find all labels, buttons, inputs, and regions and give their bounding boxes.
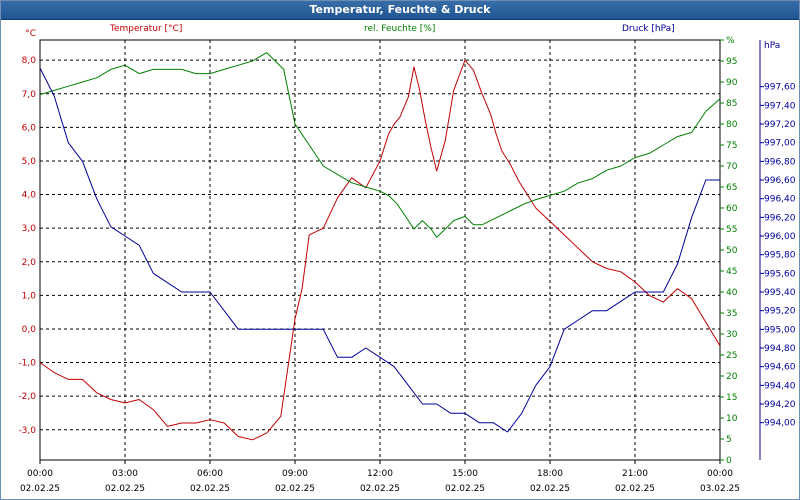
humidity-tick-label: 95 — [726, 57, 737, 67]
temperature-tick-label: -2,0 — [18, 392, 36, 402]
humidity-tick-label: 85 — [726, 99, 737, 109]
temperature-tick-label: 2,0 — [22, 258, 37, 268]
temperature-tick-label: 8,0 — [22, 56, 37, 66]
humidity-tick-label: 50 — [726, 246, 738, 256]
pressure-tick-label: 997,20 — [764, 120, 796, 130]
pressure-tick-label: 994,00 — [764, 419, 796, 429]
temperature-tick-label: 3,0 — [22, 224, 37, 234]
temperature-unit-label: °C — [25, 29, 36, 39]
pressure-tick-label: 995,20 — [764, 307, 796, 317]
x-tick-date-label: 03.02.25 — [700, 484, 740, 494]
humidity-tick-label: % — [726, 36, 735, 46]
pressure-tick-label: 996,60 — [764, 176, 796, 186]
x-tick-date-label: 02.02.25 — [615, 484, 655, 494]
pressure-tick-label: 994,40 — [764, 381, 796, 391]
temperature-tick-label: 5,0 — [22, 157, 37, 167]
pressure-series-line — [39, 67, 720, 433]
pressure-tick-label: 995,40 — [764, 288, 796, 298]
temperature-tick-label: 7,0 — [22, 90, 37, 100]
temperature-tick-label: -1,0 — [18, 359, 36, 369]
humidity-tick-label: 45 — [726, 267, 737, 277]
humidity-tick-label: 10 — [726, 414, 738, 424]
temperature-axis-label: Temperatur [°C] — [110, 24, 183, 34]
temperature-tick-label: 0,0 — [22, 325, 37, 335]
x-tick-label: 09:00 — [282, 469, 308, 479]
humidity-tick-label: 90 — [726, 78, 738, 88]
pressure-tick-label: 995,60 — [764, 269, 796, 279]
humidity-tick-label: 60 — [726, 204, 738, 214]
x-tick-label: 03:00 — [112, 469, 138, 479]
x-tick-label: 06:00 — [197, 469, 223, 479]
humidity-tick-label: 40 — [726, 288, 738, 298]
humidity-tick-label: 0 — [726, 456, 732, 466]
pressure-tick-label: 996,40 — [764, 195, 796, 205]
pressure-tick-label: 997,00 — [764, 139, 796, 149]
humidity-tick-label: 80 — [726, 120, 738, 130]
pressure-tick-label: 996,20 — [764, 213, 796, 223]
pressure-axis-label: Druck [hPa] — [622, 24, 675, 34]
temperature-tick-label: 4,0 — [22, 191, 37, 201]
x-tick-label: 15:00 — [452, 469, 478, 479]
humidity-tick-label: 35 — [726, 309, 737, 319]
chart-title: Temperatur, Feuchte & Druck — [0, 0, 800, 20]
humidity-tick-label: 30 — [726, 330, 738, 340]
pressure-tick-label: 997,60 — [764, 83, 796, 93]
humidity-tick-label: 65 — [726, 183, 737, 193]
pressure-tick-label: 995,00 — [764, 325, 796, 335]
humidity-tick-label: 70 — [726, 162, 738, 172]
pressure-tick-label: 994,60 — [764, 363, 796, 373]
humidity-tick-label: 15 — [726, 393, 737, 403]
x-tick-label: 12:00 — [367, 469, 393, 479]
humidity-tick-label: 5 — [726, 435, 732, 445]
pressure-tick-label: 997,40 — [764, 101, 796, 111]
x-tick-label: 00:00 — [707, 469, 733, 479]
x-tick-date-label: 02.02.25 — [360, 484, 400, 494]
humidity-axis-label: rel. Feuchte [%] — [364, 24, 436, 34]
x-tick-date-label: 02.02.25 — [20, 484, 60, 494]
x-tick-label: 21:00 — [622, 469, 648, 479]
pressure-unit-label: hPa — [764, 41, 780, 51]
pressure-tick-label: 996,00 — [764, 232, 796, 242]
pressure-tick-label: 994,20 — [764, 400, 796, 410]
humidity-tick-label: 20 — [726, 372, 738, 382]
x-tick-date-label: 02.02.25 — [190, 484, 230, 494]
x-tick-label: 18:00 — [537, 469, 563, 479]
temperature-series-line — [39, 59, 721, 441]
x-tick-label: 00:00 — [27, 469, 53, 479]
pressure-tick-label: 995,80 — [764, 251, 796, 261]
temperature-tick-label: 1,0 — [22, 291, 37, 301]
humidity-tick-label: 25 — [726, 351, 737, 361]
x-tick-date-label: 02.02.25 — [445, 484, 485, 494]
pressure-tick-label: 994,80 — [764, 344, 796, 354]
x-tick-date-label: 02.02.25 — [275, 484, 315, 494]
humidity-series-line — [39, 52, 721, 238]
humidity-tick-label: 75 — [726, 141, 737, 151]
temperature-tick-label: 6,0 — [22, 123, 37, 133]
pressure-tick-label: 996,80 — [764, 157, 796, 167]
x-tick-date-label: 02.02.25 — [530, 484, 570, 494]
temperature-tick-label: -3,0 — [18, 426, 36, 436]
x-tick-date-label: 02.02.25 — [105, 484, 145, 494]
humidity-tick-label: 55 — [726, 225, 737, 235]
